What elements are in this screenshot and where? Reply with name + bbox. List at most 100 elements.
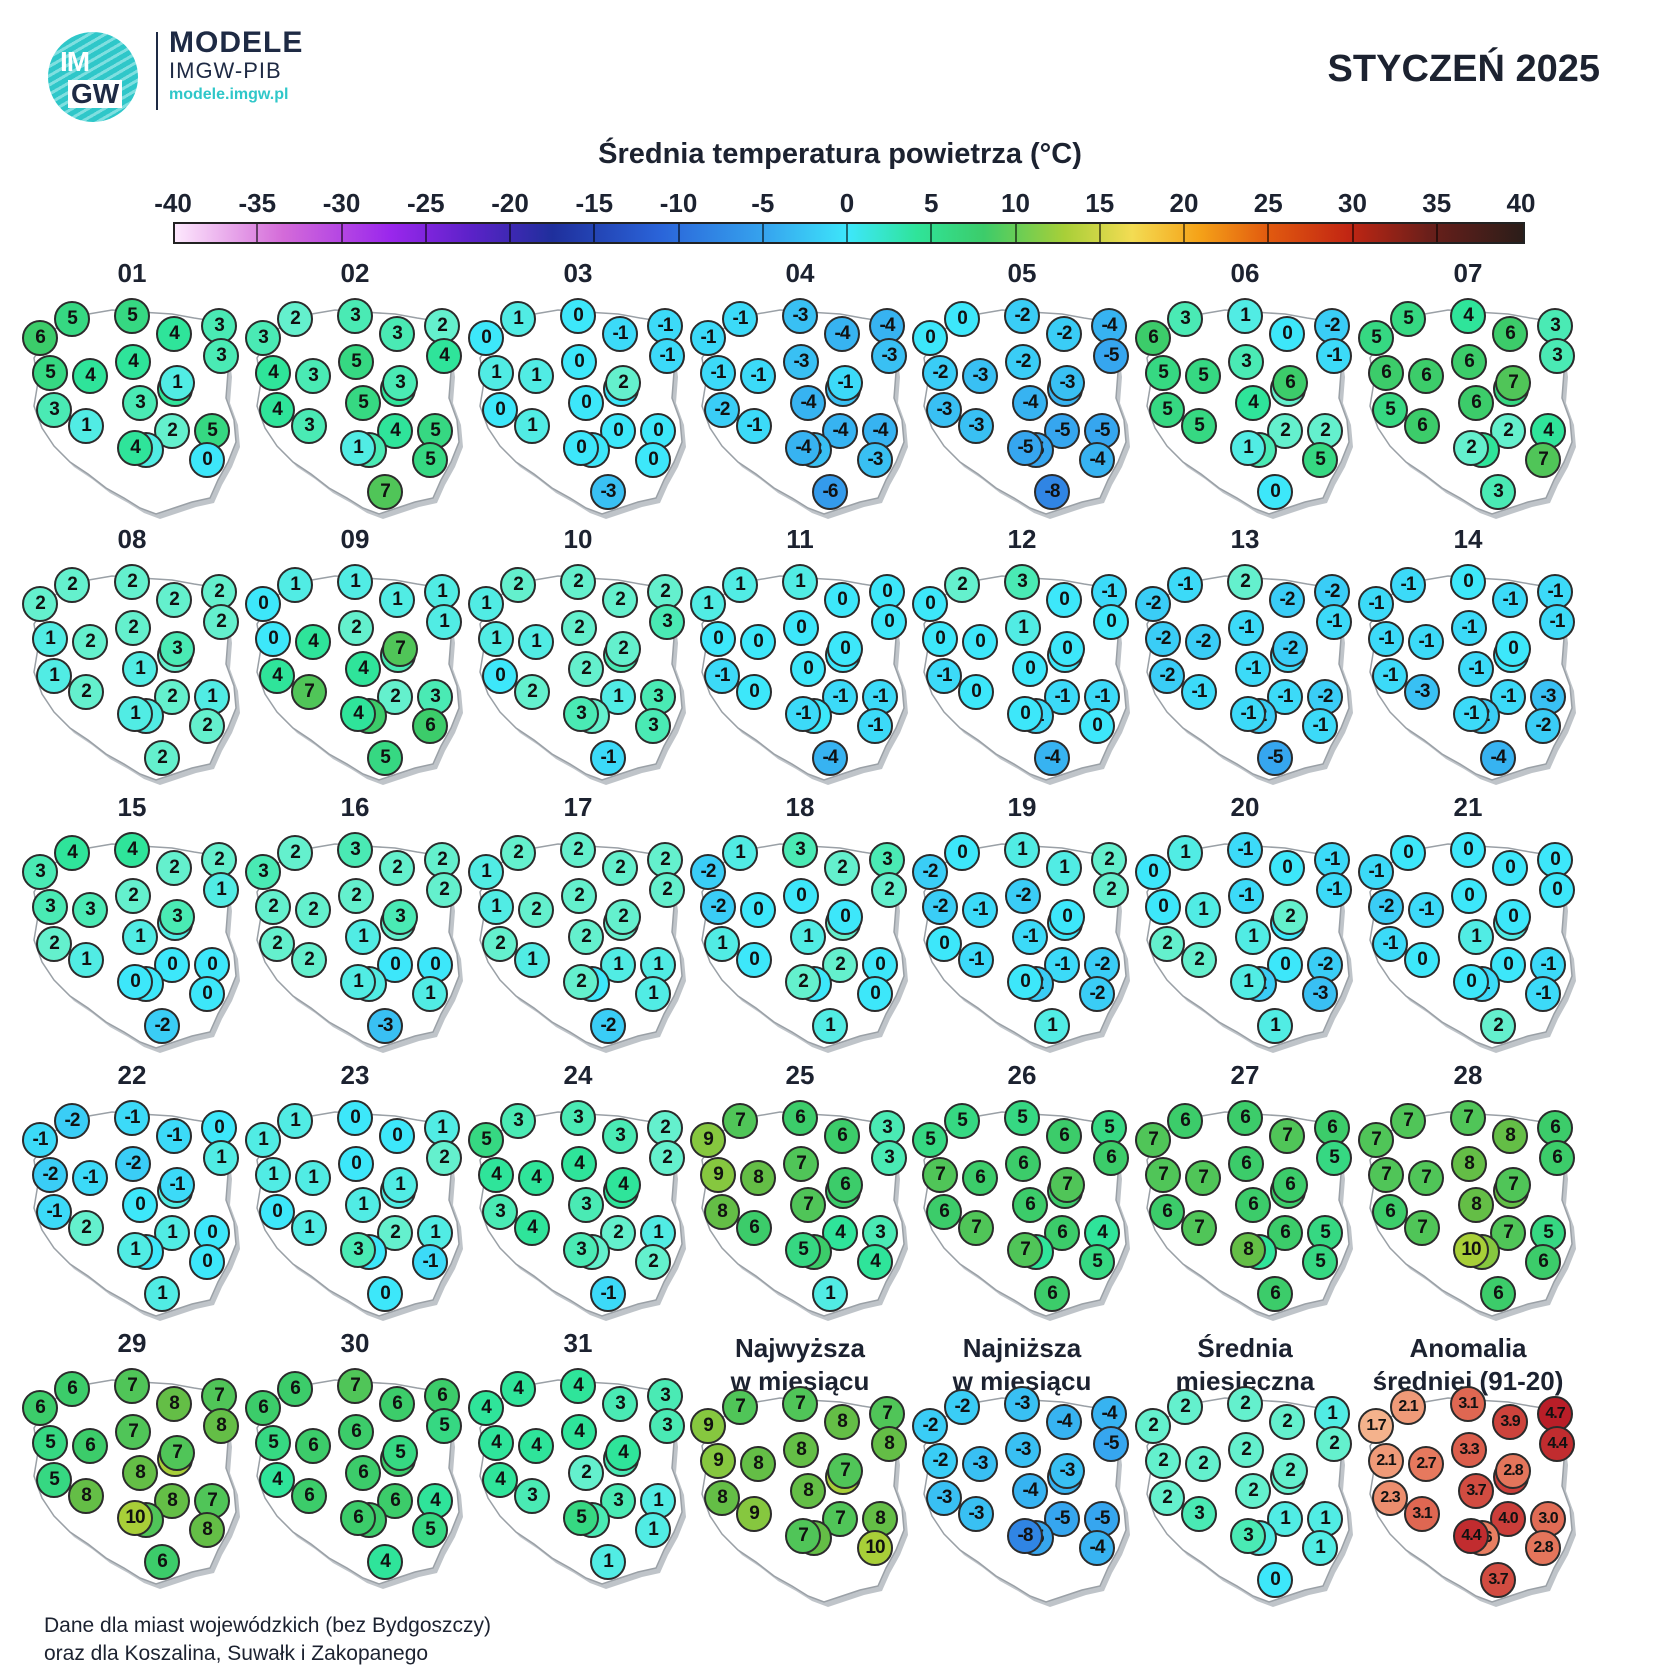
station-value: 2 <box>1181 942 1217 978</box>
station-value: 2 <box>568 1455 604 1491</box>
station-value: 1 <box>640 947 676 983</box>
station-value: -1 <box>1314 842 1350 878</box>
station-value: 3 <box>337 832 373 868</box>
station-value: -1 <box>22 1122 58 1158</box>
station-value: -2 <box>1135 586 1171 622</box>
station-value: 1 <box>478 355 514 391</box>
station-value: 1 <box>514 942 550 978</box>
station-value: 2 <box>871 872 907 908</box>
station-value: -1 <box>1408 892 1444 928</box>
station-value: 4.4 <box>1539 1426 1575 1462</box>
panel-title: 18 <box>785 792 815 822</box>
station-value: 6 <box>277 1371 313 1407</box>
station-value: 0 <box>740 892 776 928</box>
station-value: -1 <box>412 1244 448 1280</box>
station-value: 7 <box>1450 1100 1486 1136</box>
station-value: 2 <box>1235 1473 1271 1509</box>
station-value: 3 <box>159 631 195 667</box>
station-value: -1 <box>827 365 863 401</box>
station-value: 5 <box>412 1512 448 1548</box>
station-value: 2 <box>259 926 295 962</box>
station-value: 6 <box>1228 1146 1264 1182</box>
station-value: 7 <box>1181 1210 1217 1246</box>
station-value: 5 <box>114 298 150 334</box>
station-value: 0 <box>1135 854 1171 890</box>
station-value: 1 <box>379 582 415 618</box>
panel-title: 05 <box>1007 258 1037 288</box>
station-value: 1 <box>1004 832 1040 868</box>
station-value: -1 <box>1451 610 1487 646</box>
station-value: 5 <box>382 1435 418 1471</box>
station-value: 0 <box>1093 604 1129 640</box>
station-value: 1 <box>245 1122 281 1158</box>
panel-title-line-1: Średnia <box>1197 1333 1293 1363</box>
station-value: -3 <box>1049 365 1085 401</box>
station-value: -1 <box>72 1160 108 1196</box>
station-value: 5 <box>1079 1244 1115 1280</box>
station-value: -2 <box>1269 582 1305 618</box>
station-value: 2 <box>189 708 225 744</box>
station-value: 3.3 <box>1451 1432 1487 1468</box>
station-value: 4 <box>72 358 108 394</box>
colorbar-tick <box>340 224 343 242</box>
station-value: -1 <box>590 740 626 776</box>
station-value: 0 <box>189 442 225 478</box>
station-value: 2 <box>277 301 313 337</box>
station-value: 3 <box>295 358 331 394</box>
station-value: 0 <box>1492 850 1528 886</box>
station-value: 2 <box>203 604 239 640</box>
station-value: 0 <box>338 1146 374 1182</box>
station-value: -1 <box>1235 651 1271 687</box>
station-value: 3 <box>203 338 239 374</box>
station-value: 2 <box>1149 1480 1185 1516</box>
station-value: 5 <box>54 301 90 337</box>
station-value: 2 <box>649 872 685 908</box>
panel-title: 09 <box>340 524 370 554</box>
station-value: 2.1 <box>1390 1389 1426 1425</box>
station-value: 9 <box>700 1443 736 1479</box>
station-value: 1 <box>468 854 504 890</box>
station-value: 7 <box>1185 1160 1221 1196</box>
station-value: 0 <box>1404 942 1440 978</box>
station-value: 4 <box>117 430 153 466</box>
station-value: -2 <box>1525 708 1561 744</box>
station-value: 0 <box>1539 872 1575 908</box>
station-value: 6 <box>245 1390 281 1426</box>
station-value: 2 <box>1272 1453 1308 1489</box>
station-value: 0 <box>117 964 153 1000</box>
station-value: 7 <box>1404 1210 1440 1246</box>
station-value: 0 <box>783 610 819 646</box>
panel-title: 13 <box>1230 524 1260 554</box>
station-value: 8 <box>783 1432 819 1468</box>
station-value: 3 <box>1230 1518 1266 1554</box>
logo-badge-top: IM <box>60 46 90 77</box>
station-value: 0 <box>912 320 948 356</box>
colorbar-tick-label: -25 <box>406 188 445 218</box>
station-value: 1 <box>790 919 826 955</box>
daily-map-panel: 14-10-1-1-1-1-1-1-10-1-10-3-3-1-2-2-1-4 <box>1358 524 1578 785</box>
station-value: 10 <box>1453 1232 1489 1268</box>
station-value: 1 <box>277 1103 313 1139</box>
station-value: 3.9 <box>1492 1404 1528 1440</box>
colorbar-tick <box>424 224 427 242</box>
station-value: 6 <box>1167 1103 1203 1139</box>
station-value: 3.1 <box>1450 1386 1486 1422</box>
station-value: -1 <box>1458 651 1494 687</box>
station-value: 1 <box>1257 1008 1293 1044</box>
station-value: 1 <box>1046 850 1082 886</box>
station-value: -4 <box>812 740 848 776</box>
station-value: 1 <box>117 1232 153 1268</box>
station-value: 1 <box>812 1276 848 1312</box>
station-value: 2 <box>568 919 604 955</box>
station-value: 3 <box>649 1408 685 1444</box>
station-value: 2 <box>426 872 462 908</box>
colorbar-tick <box>1435 224 1438 242</box>
station-value: -1 <box>926 658 962 694</box>
daily-map-panel: 102222131123022321233-1 <box>468 524 688 785</box>
station-value: 1 <box>1230 430 1266 466</box>
station-value: 2 <box>605 631 641 667</box>
station-value: 1 <box>1034 1008 1070 1044</box>
panel-title: 29 <box>117 1328 147 1358</box>
station-value: 0 <box>154 947 190 983</box>
station-value: -1 <box>1390 567 1426 603</box>
